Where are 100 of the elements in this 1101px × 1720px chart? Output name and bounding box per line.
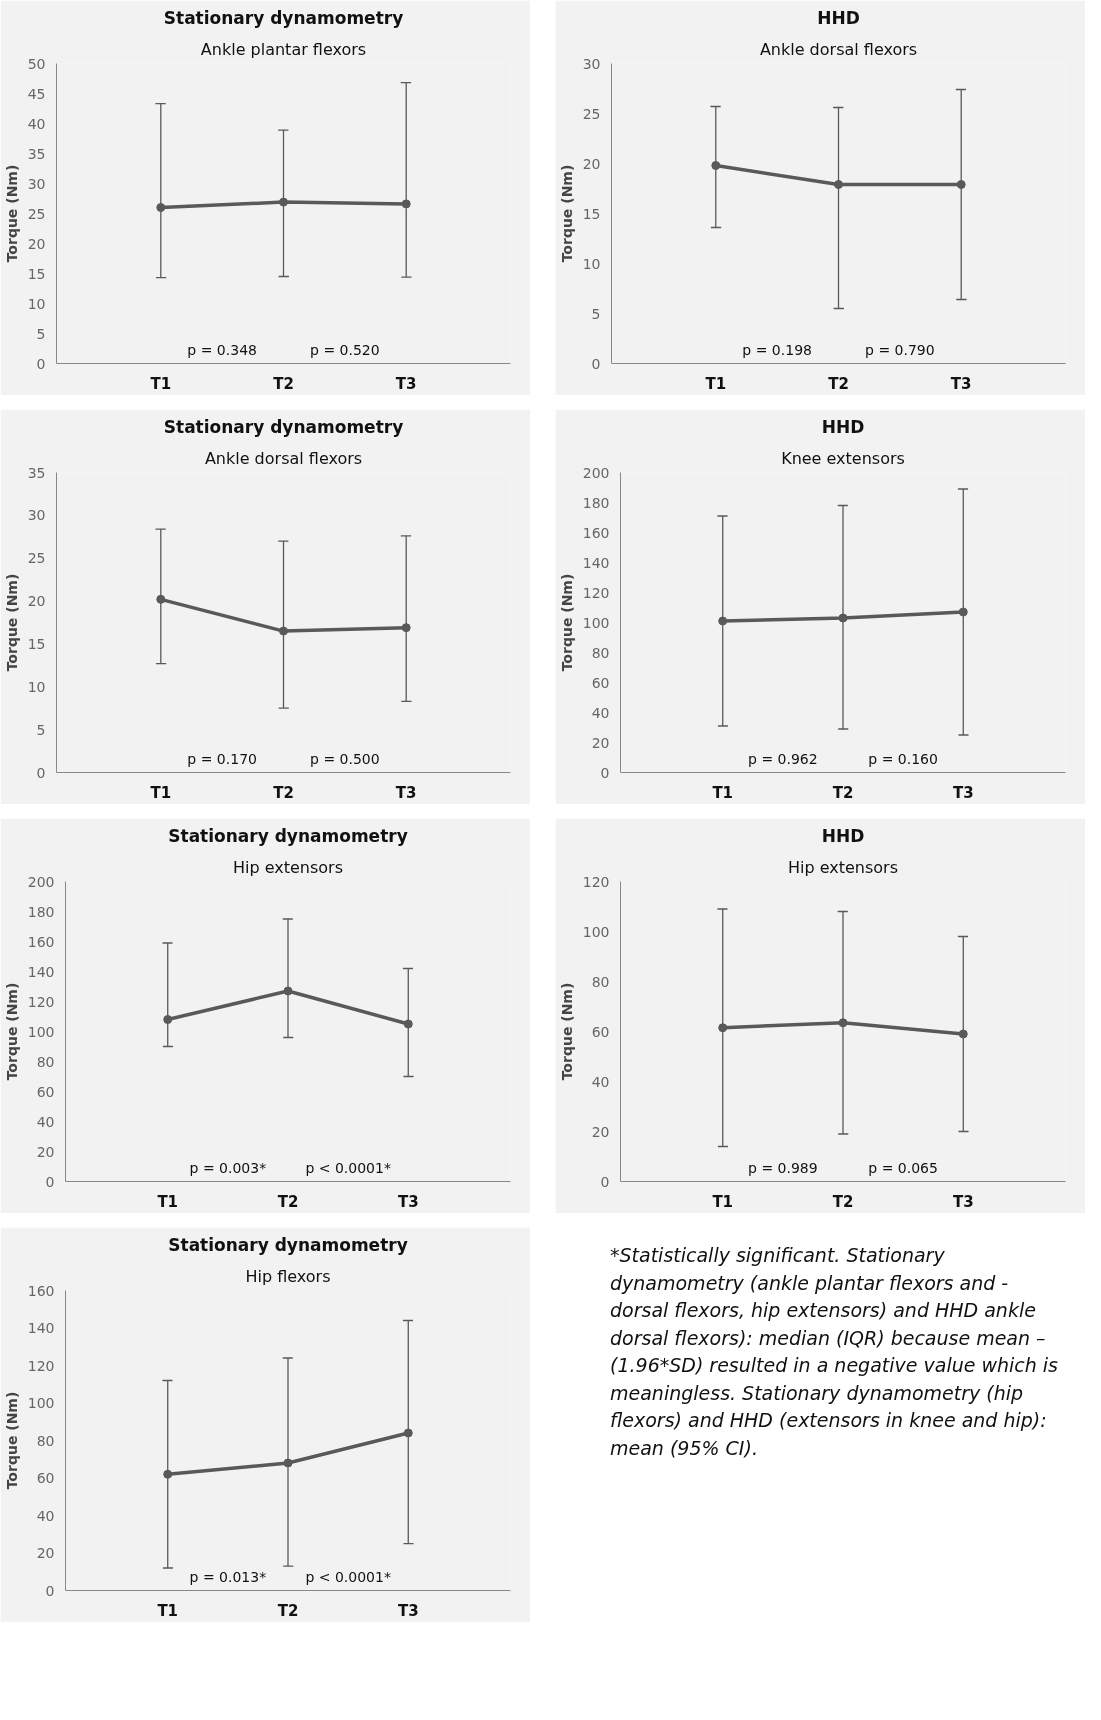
point xyxy=(156,594,166,604)
y-tick-label: 5 xyxy=(36,721,46,738)
y-tick-label: 80 xyxy=(36,1053,55,1070)
y-tick-label: 15 xyxy=(27,265,46,282)
x-tick-label: T3 xyxy=(395,374,417,393)
y-tick-label: 30 xyxy=(582,55,601,72)
chart-title: HHD xyxy=(821,416,865,437)
y-tick-label: 20 xyxy=(27,593,46,610)
y-tick-label: 35 xyxy=(27,464,46,481)
annotation: p = 0.348 xyxy=(187,342,257,358)
y-tick-label: 0 xyxy=(36,764,46,781)
y-axis-title: Torque (Nm) xyxy=(3,982,20,1081)
y-tick-label: 40 xyxy=(36,1507,55,1524)
y-axis-title: Torque (Nm) xyxy=(3,164,20,263)
y-tick-label: 10 xyxy=(27,295,46,312)
annotation: p = 0.013* xyxy=(189,1569,267,1585)
chart-subtitle: Ankle plantar flexors xyxy=(200,39,367,59)
point xyxy=(958,1029,968,1039)
point xyxy=(838,613,848,623)
y-tick-label: 15 xyxy=(27,635,46,652)
y-tick-label: 80 xyxy=(591,644,610,661)
y-tick-label: 60 xyxy=(36,1470,55,1486)
x-tick-label: T3 xyxy=(952,1192,974,1211)
point xyxy=(958,607,968,617)
x-tick-label: T2 xyxy=(273,374,294,393)
y-tick-label: 45 xyxy=(27,85,46,102)
chart-subtitle: Ankle dorsal flexors xyxy=(204,448,363,468)
annotation: p = 0.198 xyxy=(742,342,812,358)
y-tick-label: 160 xyxy=(27,933,55,950)
y-tick-label: 40 xyxy=(36,1113,55,1130)
y-tick-label: 80 xyxy=(591,973,610,990)
y-tick-label: 25 xyxy=(27,205,46,222)
point xyxy=(403,1428,413,1438)
y-tick-label: 20 xyxy=(36,1545,55,1561)
annotation: p = 0.790 xyxy=(865,342,935,358)
y-tick-label: 40 xyxy=(591,1073,610,1090)
annotation: p = 0.520 xyxy=(310,342,380,358)
x-tick-label: T2 xyxy=(832,1192,854,1211)
y-tick-label: 120 xyxy=(27,993,55,1010)
y-tick-label: 35 xyxy=(27,145,46,162)
y-tick-label: 140 xyxy=(27,1320,55,1336)
x-tick-label: T3 xyxy=(395,783,417,802)
chart-title: HHD xyxy=(817,7,860,28)
y-tick-label: 0 xyxy=(36,355,46,372)
y-tick-label: 140 xyxy=(27,963,55,980)
y-tick-label: 0 xyxy=(45,1173,55,1190)
annotation: p = 0.962 xyxy=(748,751,818,767)
annotation: p < 0.0001* xyxy=(305,1160,391,1176)
y-tick-label: 50 xyxy=(27,55,46,72)
y-tick-label: 15 xyxy=(582,205,601,222)
point xyxy=(279,626,288,636)
y-axis-title: Torque (Nm) xyxy=(558,982,575,1081)
x-tick-label: T3 xyxy=(950,374,972,393)
y-tick-label: 0 xyxy=(600,764,610,781)
y-tick-label: 100 xyxy=(582,614,610,631)
y-tick-label: 40 xyxy=(591,704,610,721)
x-tick-label: T1 xyxy=(157,1601,179,1620)
y-tick-label: 120 xyxy=(582,873,610,890)
y-tick-label: 120 xyxy=(27,1357,55,1374)
x-tick-label: T1 xyxy=(150,374,172,393)
annotation: p = 0.989 xyxy=(748,1160,818,1176)
y-tick-label: 200 xyxy=(582,464,610,481)
x-tick-label: T2 xyxy=(277,1192,299,1211)
y-tick-label: 0 xyxy=(45,1582,55,1599)
point xyxy=(401,623,411,633)
y-tick-label: 20 xyxy=(591,734,610,751)
y-tick-label: 60 xyxy=(591,674,610,691)
chart-title: Stationary dynamometry xyxy=(168,1234,408,1255)
y-tick-label: 40 xyxy=(27,115,46,132)
chart-title: Stationary dynamometry xyxy=(168,825,408,846)
annotation: p = 0.065 xyxy=(868,1160,938,1176)
annotation: p = 0.003* xyxy=(189,1160,267,1176)
y-tick-label: 180 xyxy=(582,494,610,511)
y-tick-label: 30 xyxy=(27,507,46,524)
chart-title: Stationary dynamometry xyxy=(163,416,404,437)
annotation: p < 0.0001* xyxy=(305,1569,391,1585)
annotation: p = 0.500 xyxy=(310,751,380,767)
x-tick-label: T1 xyxy=(712,1192,734,1211)
x-tick-label: T2 xyxy=(273,783,294,802)
x-tick-label: T1 xyxy=(705,374,727,393)
y-tick-label: 20 xyxy=(27,235,46,252)
chart-title: Stationary dynamometry xyxy=(163,7,404,28)
y-tick-label: 100 xyxy=(582,923,610,940)
y-tick-label: 0 xyxy=(591,355,601,372)
y-tick-label: 0 xyxy=(600,1173,610,1190)
chart-subtitle: Hip flexors xyxy=(245,1266,331,1286)
x-tick-label: T2 xyxy=(832,783,854,802)
y-tick-label: 10 xyxy=(27,678,46,695)
y-tick-label: 80 xyxy=(36,1432,55,1449)
y-tick-label: 25 xyxy=(27,550,46,567)
y-tick-label: 20 xyxy=(591,1123,610,1140)
y-tick-label: 10 xyxy=(582,255,601,272)
y-axis-title: Torque (Nm) xyxy=(558,164,575,263)
y-axis-title: Torque (Nm) xyxy=(3,573,20,672)
point xyxy=(283,1458,293,1468)
y-tick-label: 160 xyxy=(27,1282,55,1299)
y-tick-label: 180 xyxy=(27,903,55,920)
y-tick-label: 140 xyxy=(582,554,610,571)
y-tick-label: 20 xyxy=(36,1143,55,1160)
point xyxy=(838,1018,848,1028)
